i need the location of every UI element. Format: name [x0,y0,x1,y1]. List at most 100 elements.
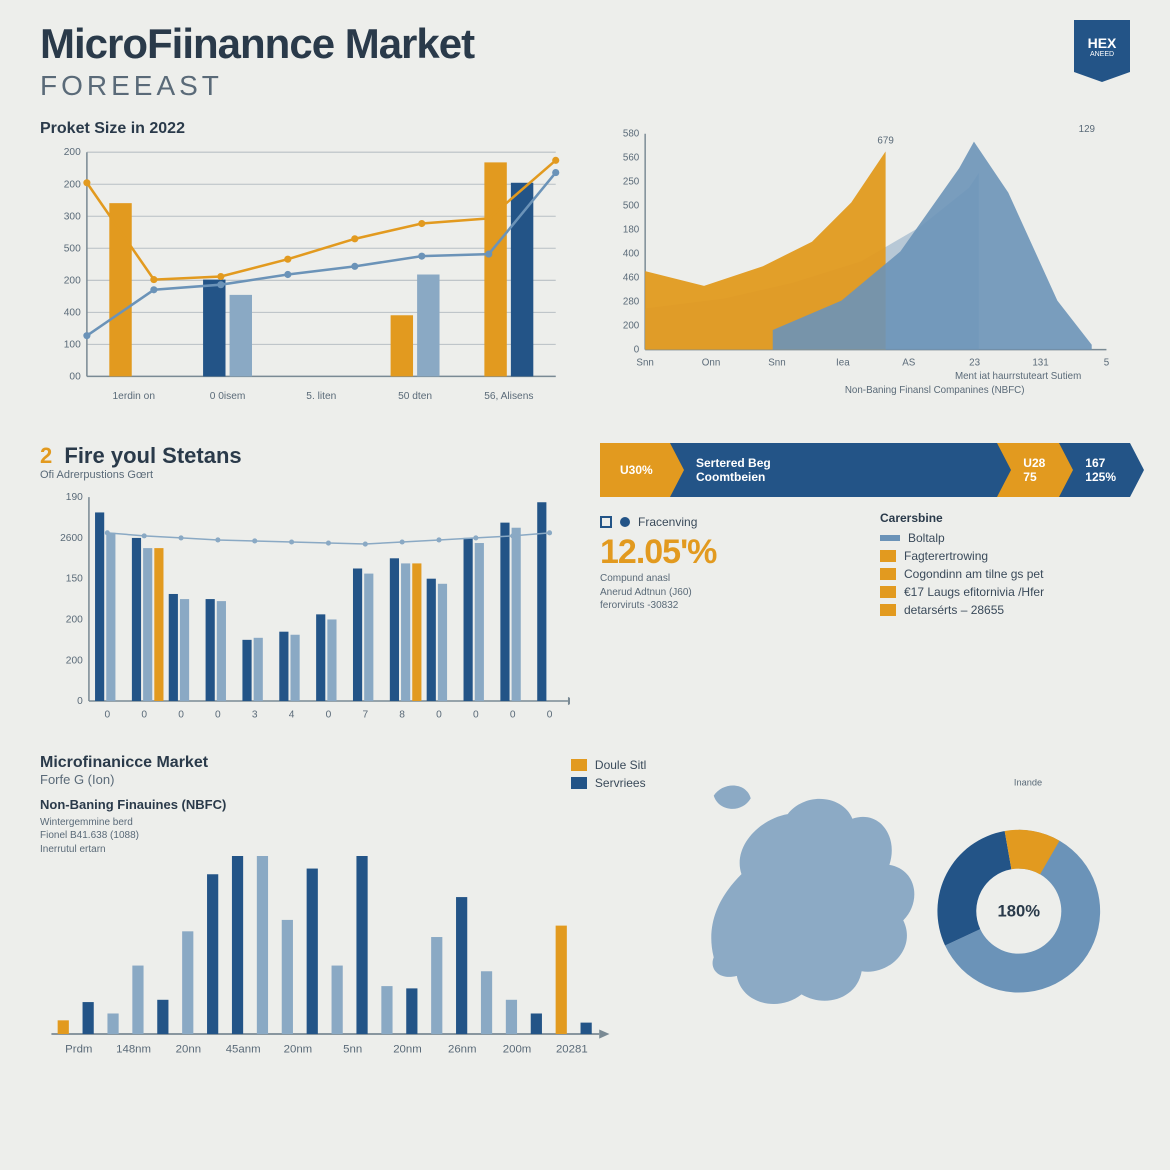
big-stat: 12.05'% [600,533,850,572]
svg-text:Inande: Inande [1014,777,1042,787]
svg-text:500: 500 [623,201,640,212]
svg-text:7: 7 [362,709,368,720]
bl-title3: Non-Baning Finauines (NBFC) [40,797,226,812]
svg-text:4: 4 [289,709,295,720]
panel-stats: U30% Sertered Beg Coomtbeien U28 75 167 … [600,443,1130,734]
chart1-svg: 200200300500200400100001erdin on0 0isem5… [40,142,570,417]
svg-text:580: 580 [623,129,640,140]
arrow-seg2-l1: Sertered Beg [696,456,983,470]
svg-text:200: 200 [64,275,81,286]
arrow-seg-2: Sertered Beg Coomtbeien [670,443,997,497]
svg-text:200: 200 [66,615,83,626]
svg-text:200m: 200m [503,1044,532,1056]
svg-text:0: 0 [141,709,147,720]
svg-text:100: 100 [64,339,81,350]
svg-text:0: 0 [510,709,516,720]
svg-text:500: 500 [64,243,81,254]
chart4-svg: Prdm148nm20nn45anm20nm5nn20nm26nm200m202… [40,856,656,1061]
svg-text:0: 0 [77,696,83,707]
row-1: Proket Size in 2022 20020030050020040010… [40,120,1130,417]
bl-title2: Forfe G (Ion) [40,772,226,787]
legend-item: Fracenving [600,515,850,529]
panel-section2: 2 Fire youl Stetans Ofi Adrerpustions Gœ… [40,443,570,734]
legend-top: Fracenving [600,515,850,529]
stat-small-lines: Compund anaslAnerud Adtnun (J60)ferorvir… [600,572,850,613]
svg-text:1erdin on: 1erdin on [113,391,155,402]
badge-text: HEX [1088,35,1117,51]
map-donut-svg: Inande 180% [686,754,1130,1031]
svg-text:400: 400 [64,307,81,318]
legend-right: BoltalpFagterertrowingCogondinn am tilne… [880,531,1130,617]
svg-text:300: 300 [64,211,81,222]
bl-small-lines: Wintergemmine berdFionel B41.638 (1088)I… [40,816,226,857]
svg-text:5: 5 [1104,357,1110,368]
svg-text:0: 0 [547,709,553,720]
svg-text:280: 280 [623,297,640,308]
svg-text:129: 129 [1079,124,1095,135]
legend-item: Cogondinn am tilne gs pet [880,567,1130,581]
svg-text:Onn: Onn [702,357,721,368]
stats-left: Fracenving 12.05'% Compund anaslAnerud A… [600,511,850,621]
svg-text:Snn: Snn [768,357,785,368]
svg-text:20nm: 20nm [393,1044,422,1056]
chart2-svg: 5805602505001804004602802000679129SnnOnn… [600,120,1130,405]
svg-text:200: 200 [66,655,83,666]
svg-text:0: 0 [178,709,184,720]
svg-text:250: 250 [623,177,640,188]
svg-text:3: 3 [252,709,258,720]
svg-text:190: 190 [66,492,83,503]
panel-bottom-right: Inande 180% [686,754,1130,1062]
stats-columns: Fracenving 12.05'% Compund anaslAnerud A… [600,511,1130,621]
svg-text:460: 460 [623,273,640,284]
legend-item: Doule Sitl [571,758,646,772]
stats-right-title: Carersbine [880,511,1130,525]
svg-text:679: 679 [877,136,893,147]
svg-text:150: 150 [66,574,83,585]
panel-chart1: Proket Size in 2022 20020030050020040010… [40,120,570,417]
arrow-seg2-l2: Coomtbeien [696,470,983,484]
svg-text:5. liten: 5. liten [306,391,336,402]
header: MicroFiinannce Market FOREEAST HEX ANEED [40,20,1130,102]
arrow-seg1-label: U30% [620,463,656,477]
bl-legend: Doule SitlServriees [571,754,646,857]
svg-text:0: 0 [105,709,111,720]
svg-text:8: 8 [399,709,405,720]
svg-text:Ment iat haurrstuteart Sutiem: Ment iat haurrstuteart Sutiem [955,371,1081,382]
svg-text:50 dten: 50 dten [398,391,432,402]
svg-text:AS: AS [902,357,916,368]
legend-item: €17 Laugs efitornivia /Hfer [880,585,1130,599]
svg-text:400: 400 [623,249,640,260]
section2-title: 2 Fire youl Stetans [40,443,570,469]
arrow-seg3-l2: 75 [1023,470,1045,484]
svg-text:26nm: 26nm [448,1044,477,1056]
svg-text:180: 180 [623,225,640,236]
arrow-seg4-l1: 167 [1085,456,1116,470]
row-2: 2 Fire youl Stetans Ofi Adrerpustions Gœ… [40,443,1130,734]
svg-text:180%: 180% [998,901,1041,920]
svg-text:200: 200 [623,321,640,332]
brand-badge: HEX ANEED [1074,20,1130,72]
svg-text:0: 0 [634,345,640,356]
svg-text:0: 0 [473,709,479,720]
svg-text:0: 0 [215,709,221,720]
panel-chart2: 5805602505001804004602802000679129SnnOnn… [600,120,1130,417]
bl-titles: Microfinanicce Market Forfe G (Ion) Non-… [40,754,226,857]
arrow-seg4-l2: 125% [1085,470,1116,484]
svg-text:45anm: 45anm [226,1044,261,1056]
stats-right: Carersbine BoltalpFagterertrowingCogondi… [880,511,1130,621]
svg-text:Snn: Snn [636,357,653,368]
page-title: MicroFiinannce Market [40,20,474,68]
arrow-seg3-l1: U28 [1023,456,1045,470]
svg-text:2600: 2600 [60,533,83,544]
legend-item: detarsérts – 28655 [880,603,1130,617]
row-3: Microfinanicce Market Forfe G (Ion) Non-… [40,754,1130,1062]
svg-text:5nn: 5nn [343,1044,362,1056]
arrow-seg-1: U30% [600,443,670,497]
svg-text:200: 200 [64,147,81,158]
legend-item: Fagterertrowing [880,549,1130,563]
panel-bottom-left: Microfinanicce Market Forfe G (Ion) Non-… [40,754,656,1062]
svg-text:Prdm: Prdm [65,1044,92,1056]
svg-text:131: 131 [1032,357,1048,368]
badge-sub: ANEED [1090,51,1114,58]
section2-sub: Ofi Adrerpustions Gœrt [40,469,570,481]
